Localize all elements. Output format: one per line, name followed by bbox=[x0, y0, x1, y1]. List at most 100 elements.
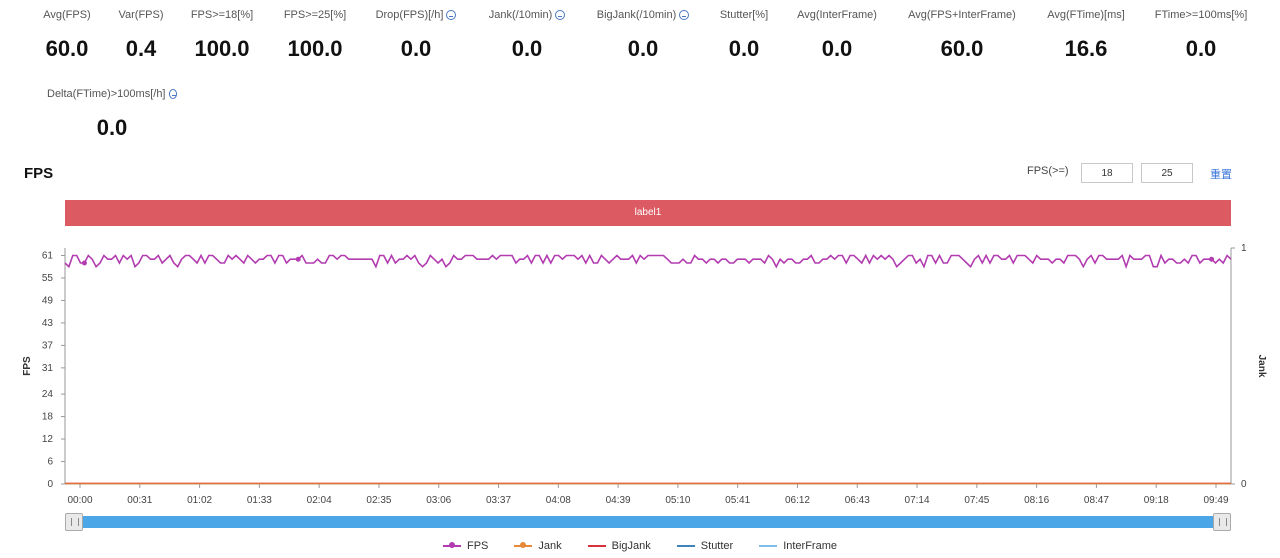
stat-label-text: Drop(FPS)[/h] bbox=[375, 9, 444, 21]
stat-card: Avg(InterFrame) 0.0 bbox=[772, 8, 902, 62]
stat-card: Avg(FTime)[ms] 16.6 bbox=[1021, 8, 1151, 62]
stat-label-text: Avg(FTime)[ms] bbox=[1047, 9, 1125, 21]
y-tick-label: 49 bbox=[42, 295, 54, 306]
y-tick-label: 0 bbox=[47, 479, 53, 490]
stat-label: FPS>=25[%] bbox=[250, 8, 380, 22]
stat-value: 16.6 bbox=[1064, 36, 1108, 61]
stat-label-text: FTime>=100ms[%] bbox=[1154, 9, 1248, 21]
stat-card: Avg(FPS) 60.0 bbox=[2, 8, 132, 62]
x-tick-label: 03:37 bbox=[486, 495, 511, 506]
stat-value: 100.0 bbox=[194, 36, 250, 61]
stat-value: 0.0 bbox=[821, 36, 853, 61]
y-tick-label: 24 bbox=[42, 389, 54, 400]
stat-card: FPS>=18[%] 100.0 bbox=[157, 8, 287, 62]
info-icon[interactable] bbox=[555, 10, 566, 20]
y-tick-label: 37 bbox=[42, 340, 54, 351]
stat-card: Drop(FPS)[/h] 0.0 bbox=[351, 8, 481, 62]
y-axis-title: FPS bbox=[22, 356, 33, 376]
x-tick-label: 07:45 bbox=[964, 495, 989, 506]
chart-legend: FPS Jank BigJank Stutter InterFrame bbox=[0, 540, 1280, 552]
y-tick-label: 6 bbox=[47, 457, 53, 468]
stat-label: BigJank(/10min) bbox=[578, 8, 708, 22]
y-tick-label: 31 bbox=[42, 363, 54, 374]
x-tick-label: 00:31 bbox=[127, 495, 152, 506]
legend-item-fps[interactable]: FPS bbox=[443, 540, 488, 552]
threshold-high-input[interactable] bbox=[1141, 163, 1193, 183]
legend-item-stutter[interactable]: Stutter bbox=[676, 540, 733, 552]
stat-card: Jank(/10min) 0.0 bbox=[462, 8, 592, 62]
stat-label: Jank(/10min) bbox=[462, 8, 592, 22]
y-tick-label: 12 bbox=[42, 434, 54, 445]
stat-value: 0.0 bbox=[1185, 36, 1217, 61]
stat-label-text: Stutter[%] bbox=[719, 9, 769, 21]
threshold-low-input[interactable] bbox=[1081, 163, 1133, 183]
x-tick-label: 02:35 bbox=[366, 495, 391, 506]
stat-label-text: Avg(FPS) bbox=[43, 9, 91, 21]
x-tick-label: 04:08 bbox=[546, 495, 571, 506]
stat-card: Avg(FPS+InterFrame) 60.0 bbox=[897, 8, 1027, 62]
slider-handle-right[interactable] bbox=[1213, 513, 1231, 531]
stat-label: FPS>=18[%] bbox=[157, 8, 287, 22]
stat-value: 100.0 bbox=[287, 36, 343, 61]
x-tick-label: 06:43 bbox=[845, 495, 870, 506]
stat-label: Delta(FTime)>100ms[/h] bbox=[47, 87, 177, 101]
x-tick-label: 05:41 bbox=[725, 495, 750, 506]
legend-label: BigJank bbox=[611, 540, 651, 552]
stat-label: Stutter[%] bbox=[679, 8, 809, 22]
stat-value: 0.0 bbox=[96, 115, 128, 140]
stat-label: Avg(FTime)[ms] bbox=[1021, 8, 1151, 22]
legend-item-bigjank[interactable]: BigJank bbox=[587, 540, 651, 552]
stat-label-text: Var(FPS) bbox=[118, 9, 164, 21]
stat-label: Var(FPS) bbox=[76, 8, 206, 22]
stat-card: Stutter[%] 0.0 bbox=[679, 8, 809, 62]
y-tick-label: 18 bbox=[42, 412, 54, 423]
y2-axis-title: Jank bbox=[1256, 355, 1267, 378]
stat-label-text: BigJank(/10min) bbox=[596, 9, 677, 21]
fps-chart: 0 6 12 18 24 31 37 43 49 55 61 0 1 00:00 00:31 01:02 01:… bbox=[22, 243, 1267, 506]
y2-tick-label: 1 bbox=[1241, 243, 1247, 254]
legend-label: FPS bbox=[467, 540, 489, 552]
line-icon bbox=[587, 545, 606, 547]
stat-label: FTime>=100ms[%] bbox=[1136, 8, 1266, 22]
y2-tick-label: 0 bbox=[1241, 479, 1247, 490]
line-dot-icon bbox=[514, 542, 533, 548]
section-title: FPS bbox=[24, 165, 54, 182]
line-icon bbox=[676, 545, 695, 547]
x-tick-label: 09:18 bbox=[1144, 495, 1169, 506]
legend-item-interframe[interactable]: InterFrame bbox=[759, 540, 837, 552]
reset-button[interactable]: 重置 bbox=[1210, 169, 1232, 181]
info-icon[interactable] bbox=[679, 10, 690, 20]
slider-handle-left[interactable] bbox=[65, 513, 83, 531]
y-tick-label: 55 bbox=[42, 273, 54, 284]
series-fps-point bbox=[81, 260, 87, 266]
x-tick-label: 07:14 bbox=[905, 495, 930, 506]
x-tick-label: 06:12 bbox=[785, 495, 810, 506]
time-range-slider[interactable] bbox=[65, 516, 1231, 528]
stat-value: 0.0 bbox=[728, 36, 760, 61]
stat-label-text: Avg(FPS+InterFrame) bbox=[908, 9, 1016, 21]
info-icon[interactable] bbox=[168, 89, 177, 99]
info-icon[interactable] bbox=[446, 10, 457, 20]
stat-label-text: Jank(/10min) bbox=[488, 9, 553, 21]
stat-card: Delta(FTime)>100ms[/h] 0.0 bbox=[47, 87, 177, 141]
x-tick-label: 08:47 bbox=[1084, 495, 1109, 506]
line-icon bbox=[759, 545, 778, 547]
label-bar[interactable]: label1 bbox=[65, 200, 1231, 226]
stat-value: 0.0 bbox=[627, 36, 659, 61]
stat-label: Drop(FPS)[/h] bbox=[351, 8, 481, 22]
legend-item-jank[interactable]: Jank bbox=[514, 540, 562, 552]
stat-value: 0.0 bbox=[400, 36, 432, 61]
stat-label-text: FPS>=25[%] bbox=[283, 9, 347, 21]
x-tick-label: 00:00 bbox=[67, 495, 92, 506]
stat-label-text: Avg(InterFrame) bbox=[797, 9, 877, 21]
stat-value: 0.0 bbox=[511, 36, 543, 61]
stat-label: Avg(InterFrame) bbox=[772, 8, 902, 22]
x-tick-label: 02:04 bbox=[307, 495, 332, 506]
x-tick-label: 04:39 bbox=[606, 495, 631, 506]
x-tick-label: 01:33 bbox=[247, 495, 272, 506]
y-tick-label: 43 bbox=[42, 318, 54, 329]
legend-label: InterFrame bbox=[783, 540, 837, 552]
fps-threshold-label: FPS(>=) bbox=[1027, 165, 1069, 177]
stat-label-text: FPS>=18[%] bbox=[190, 9, 254, 21]
stat-card: Var(FPS) 0.4 bbox=[76, 8, 206, 62]
